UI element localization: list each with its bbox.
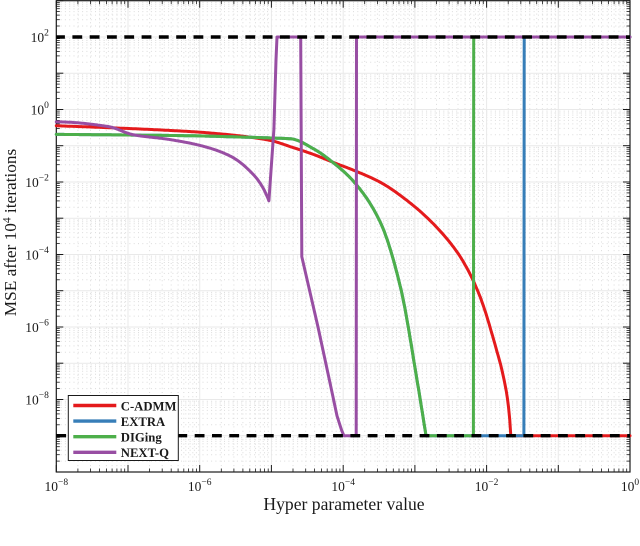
svg-text:NEXT-Q: NEXT-Q [121,446,169,460]
svg-text:MSE after 104 iterations: MSE after 104 iterations [1,148,20,316]
svg-text:DIGing: DIGing [121,431,163,445]
svg-text:Hyper parameter value: Hyper parameter value [263,494,424,514]
svg-text:EXTRA: EXTRA [121,415,166,429]
svg-text:C-ADMM: C-ADMM [121,399,177,413]
